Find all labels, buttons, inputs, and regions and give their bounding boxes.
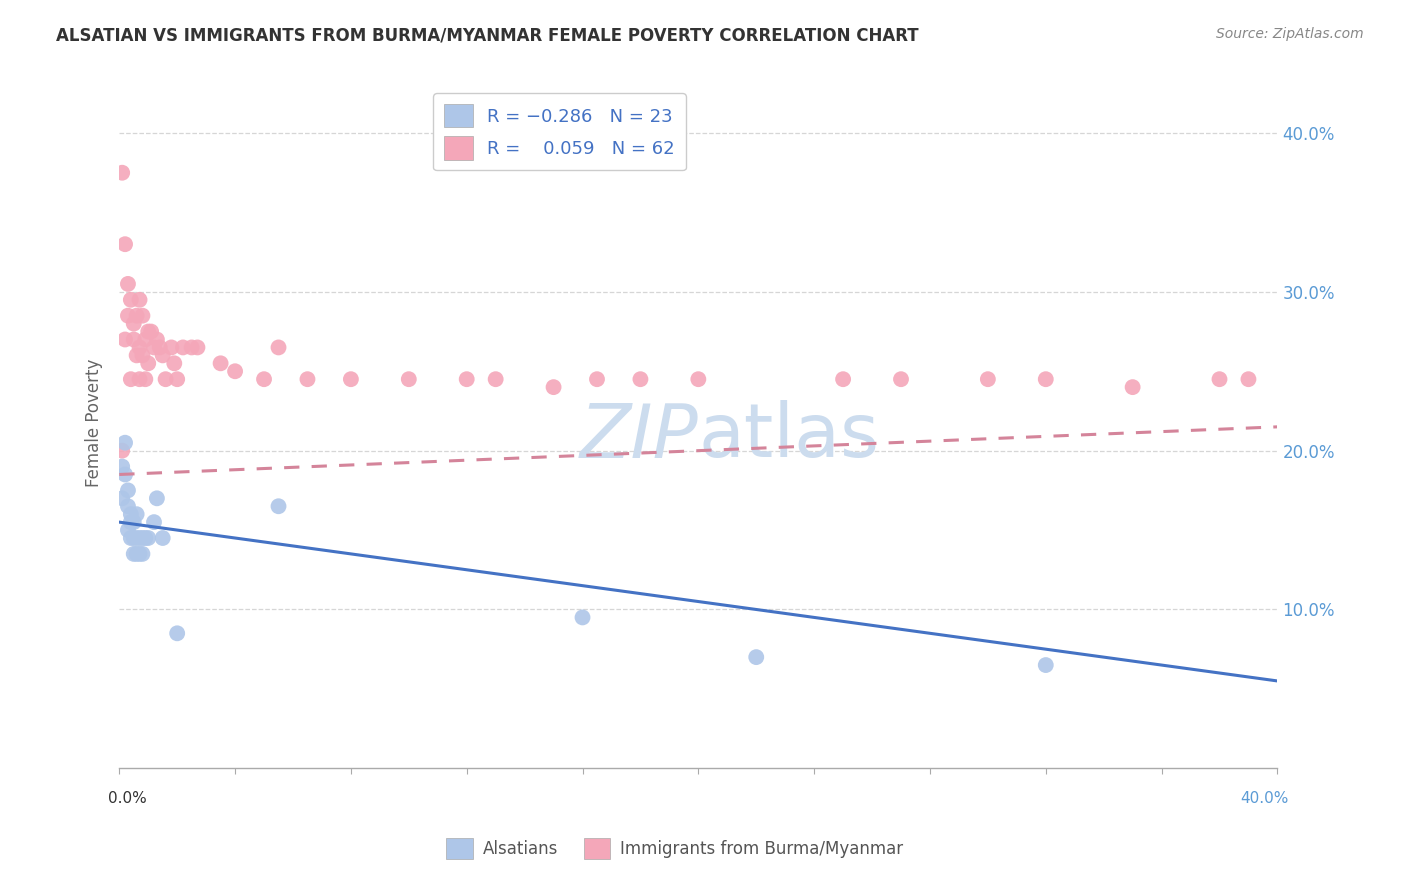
Point [152, 348, 174, 362]
Point [122, 317, 145, 331]
Point [120, 531, 142, 545]
Point [117, 523, 139, 537]
Point [172, 340, 194, 354]
Point [543, 380, 565, 394]
Point [745, 650, 768, 665]
Point [163, 356, 186, 370]
Point [111, 166, 134, 180]
Point [1237, 372, 1260, 386]
Point [340, 372, 363, 386]
Point [122, 333, 145, 347]
Point [209, 356, 232, 370]
Point [134, 372, 156, 386]
Point [117, 500, 139, 514]
Point [224, 364, 246, 378]
Point [571, 610, 593, 624]
Point [117, 277, 139, 291]
Text: ALSATIAN VS IMMIGRANTS FROM BURMA/MYANMAR FEMALE POVERTY CORRELATION CHART: ALSATIAN VS IMMIGRANTS FROM BURMA/MYANMA… [56, 27, 920, 45]
Point [114, 435, 136, 450]
Point [125, 309, 148, 323]
Point [267, 340, 290, 354]
Point [832, 372, 855, 386]
Point [134, 333, 156, 347]
Point [114, 467, 136, 482]
Point [688, 372, 710, 386]
Point [131, 531, 153, 545]
Point [120, 515, 142, 529]
Point [128, 547, 150, 561]
Point [1122, 380, 1144, 394]
Point [128, 531, 150, 545]
Point [122, 515, 145, 529]
Point [128, 340, 150, 354]
Point [977, 372, 1000, 386]
Point [398, 372, 420, 386]
Point [131, 547, 153, 561]
Point [122, 547, 145, 561]
Legend: Alsatians, Immigrants from Burma/Myanmar: Alsatians, Immigrants from Burma/Myanmar [440, 831, 910, 866]
Point [146, 333, 169, 347]
Point [134, 531, 156, 545]
Point [117, 483, 139, 498]
Point [146, 491, 169, 506]
Point [186, 340, 208, 354]
Point [160, 340, 183, 354]
Point [297, 372, 319, 386]
Point [111, 459, 134, 474]
Point [120, 293, 142, 307]
Point [111, 491, 134, 506]
Point [125, 507, 148, 521]
Point [120, 372, 142, 386]
Point [1035, 372, 1057, 386]
Point [628, 372, 651, 386]
Point [125, 348, 148, 362]
Point [180, 340, 202, 354]
Point [125, 531, 148, 545]
Point [143, 340, 166, 354]
Legend: R = −0.286   N = 23, R =    0.059   N = 62: R = −0.286 N = 23, R = 0.059 N = 62 [433, 94, 686, 170]
Point [131, 348, 153, 362]
Point [456, 372, 478, 386]
Text: Source: ZipAtlas.com: Source: ZipAtlas.com [1216, 27, 1364, 41]
Point [122, 531, 145, 545]
Text: ZIP: ZIP [579, 401, 699, 473]
Point [125, 547, 148, 561]
Point [128, 372, 150, 386]
Point [267, 500, 290, 514]
Y-axis label: Female Poverty: Female Poverty [86, 359, 103, 487]
Point [131, 309, 153, 323]
Point [253, 372, 276, 386]
Point [149, 340, 172, 354]
Point [139, 325, 162, 339]
Point [1208, 372, 1230, 386]
Point [120, 507, 142, 521]
Point [136, 325, 159, 339]
Point [890, 372, 912, 386]
Point [586, 372, 609, 386]
Point [117, 309, 139, 323]
Point [155, 372, 177, 386]
Point [143, 515, 166, 529]
Point [114, 333, 136, 347]
Point [136, 531, 159, 545]
Point [128, 293, 150, 307]
Text: 0.0%: 0.0% [108, 791, 146, 805]
Point [114, 237, 136, 252]
Text: atlas: atlas [699, 401, 879, 473]
Point [166, 372, 188, 386]
Text: 40.0%: 40.0% [1240, 791, 1289, 805]
Point [166, 626, 188, 640]
Point [152, 531, 174, 545]
Point [111, 443, 134, 458]
Point [485, 372, 508, 386]
Point [136, 356, 159, 370]
Point [1035, 658, 1057, 673]
